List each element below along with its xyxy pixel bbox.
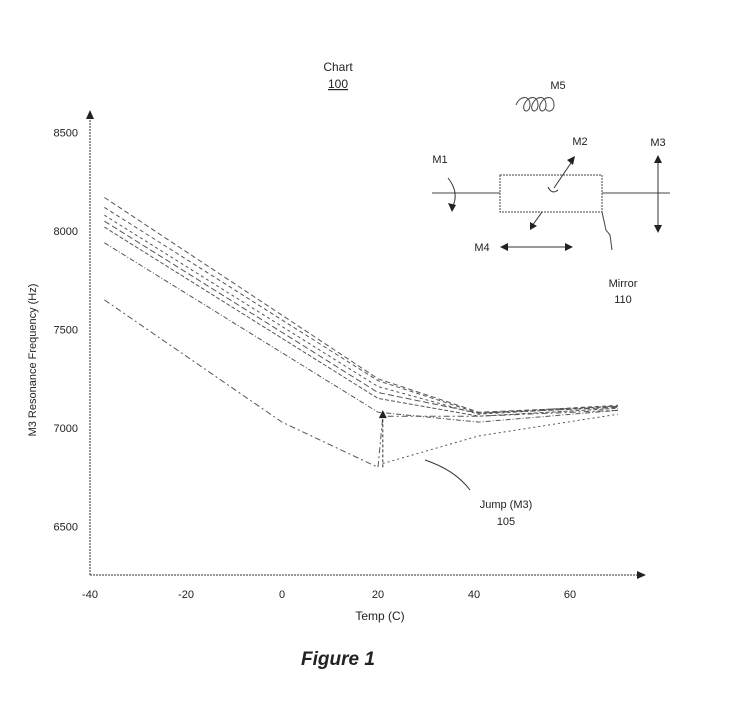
- x-tick-label: 0: [279, 589, 285, 601]
- y-axis-label: M3 Resonance Frequency (Hz): [27, 284, 39, 437]
- m4-label: M4: [474, 242, 489, 254]
- x-tick-label: -20: [178, 589, 194, 601]
- m4-tilt-line: [531, 211, 543, 227]
- y-tick-label: 7500: [54, 325, 78, 337]
- jump-label: Jump (M3): [480, 499, 533, 511]
- x-tick-label: 60: [564, 589, 576, 601]
- m4-arrow-left: [500, 243, 508, 251]
- m3-arrow-up: [654, 155, 662, 163]
- chart-title: Chart: [323, 60, 353, 74]
- m1-label: M1: [432, 154, 447, 166]
- series-line-s5: [104, 226, 619, 417]
- x-tick-label: 40: [468, 589, 480, 601]
- x-tick-label: 20: [372, 589, 384, 601]
- mirror-ref: 110: [614, 294, 632, 306]
- m2-arrow-head: [567, 156, 575, 165]
- m5-coil-icon: [515, 97, 555, 112]
- series-line-s6: [104, 242, 619, 423]
- series-group: [104, 197, 619, 469]
- y-tick-labels: 6500 7000 7500 8000 8500: [54, 128, 78, 534]
- jump-annotation: Jump (M3) 105: [378, 410, 533, 528]
- m1-arrow-head: [448, 203, 456, 212]
- jump-leader-line: [424, 459, 471, 491]
- m2-arrow-line: [553, 159, 574, 189]
- figure-caption: Figure 1: [301, 649, 375, 670]
- y-axis-arrow: [86, 110, 94, 119]
- m4-arrow-right: [565, 243, 573, 251]
- mirror-leader-line: [601, 211, 613, 251]
- series-line-s3: [104, 214, 619, 415]
- m3-arrow-down: [654, 225, 662, 233]
- y-tick-label: 8000: [54, 226, 78, 238]
- series-line-s2: [104, 206, 619, 414]
- m2-label: M2: [572, 136, 587, 148]
- m5-label: M5: [550, 80, 565, 92]
- x-axis-label: Temp (C): [355, 609, 404, 623]
- jump-ref: 105: [497, 516, 515, 528]
- x-axis-arrow: [637, 571, 646, 579]
- mode-inset-diagram: M5 M1 M2 M3 M4 Mirror 110: [432, 80, 670, 306]
- axes: [89, 115, 640, 576]
- mirror-body: [499, 174, 603, 213]
- y-tick-label: 8500: [54, 128, 78, 140]
- mirror-label: Mirror: [609, 278, 638, 290]
- m4-tilt-head: [530, 222, 537, 230]
- y-tick-label: 7000: [54, 423, 78, 435]
- m3-label: M3: [650, 137, 665, 149]
- y-tick-label: 6500: [54, 522, 78, 534]
- x-tick-label: -40: [82, 589, 98, 601]
- series-line-s1: [104, 197, 619, 413]
- jump-arrow-head: [378, 410, 387, 419]
- series-line-s4: [104, 220, 619, 414]
- x-tick-labels: -40 -20 0 20 40 60: [82, 589, 576, 601]
- series-line-s7: [104, 299, 619, 469]
- m2-twist-icon: [547, 186, 559, 193]
- chart-title-ref: 100: [328, 77, 348, 91]
- series-line-s8: [382, 413, 619, 464]
